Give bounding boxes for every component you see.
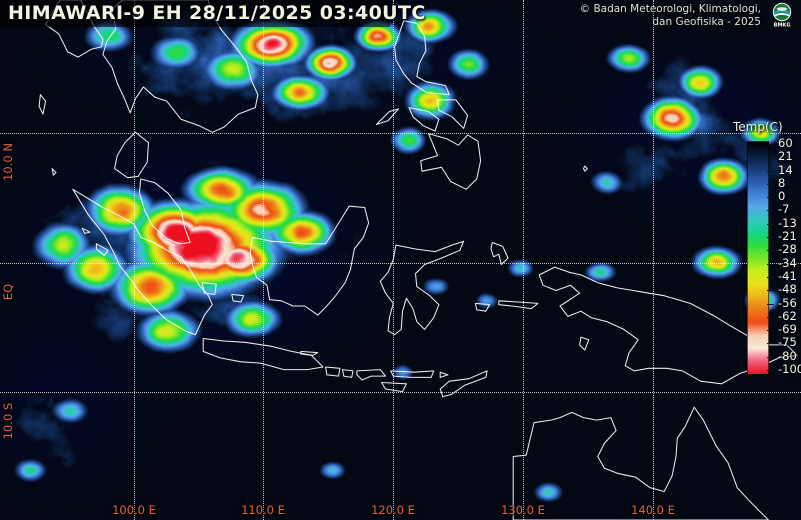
colorbar-tick (767, 250, 774, 252)
colorbar-tick (767, 183, 774, 185)
colorbar-gradient (747, 141, 769, 375)
longitude-label: 110.0 E (241, 503, 285, 517)
colorbar-tick (767, 370, 774, 371)
page-title: HIMAWARI-9 EH 28/11/2025 03:40UTC (8, 2, 426, 24)
colorbar-tick (767, 197, 774, 199)
colorbar-tick-label: -21 (778, 229, 797, 244)
colorbar-ticks (767, 141, 776, 373)
colorbar-tick-labels: 60 21 14 8 0 -7 -13 -21 -28 -34 -41 -48 -56 -62 -69 -75… (775, 136, 801, 376)
legend-title: Temp(C) (733, 120, 783, 134)
colorbar-tick-label: 21 (778, 149, 793, 164)
colorbar-tick-label: -69 (778, 322, 797, 337)
colorbar-tick-label: -48 (778, 282, 797, 297)
colorbar-tick (767, 263, 774, 265)
credit-line-1: © Badan Meteorologi, Klimatologi, (579, 3, 761, 15)
colorbar-tick (767, 330, 774, 332)
colorbar-tick-label: -41 (778, 268, 797, 283)
colorbar-tick (767, 343, 774, 345)
colorbar-tick-label: -75 (778, 335, 797, 350)
svg-text:BMKG: BMKG (773, 22, 790, 28)
colorbar-tick (767, 290, 774, 292)
title-bar: HIMAWARI-9 EH 28/11/2025 03:40UTC (0, 0, 425, 27)
longitude-label: 120.0 E (371, 503, 415, 517)
colorbar-tick (767, 144, 774, 145)
colorbar-tick-label: -80 (778, 348, 797, 363)
colorbar-tick-label: -7 (778, 202, 790, 217)
latitude-label: 10.0 S (1, 402, 15, 440)
colorbar-tick-label: -13 (778, 215, 797, 230)
latitude-label: 10.0 N (1, 143, 15, 181)
colorbar-tick (767, 276, 774, 278)
credit-line-2: dan Geofisika - 2025 (652, 15, 761, 28)
temperature-legend: Temp(C) 60 21 14 8 0 -7 -13 -21 -28 -34 -41 -48 -56-… (733, 120, 801, 382)
bmkg-logo-icon: BMKG (769, 2, 795, 28)
colorbar-tick-label: -100 (778, 362, 801, 376)
colorbar-tick-label: -56 (778, 295, 797, 310)
colorbar-tick (767, 303, 774, 305)
colorbar-tick-label: 60 (778, 136, 793, 150)
longitude-label: 100.0 E (112, 503, 156, 517)
colorbar-tick (767, 237, 774, 239)
colorbar-tick (767, 157, 774, 159)
colorbar-tick-label: -62 (778, 308, 797, 323)
copyright-credit: © Badan Meteorologi, Klimatologi, dan Ge… (580, 3, 761, 28)
colorbar-tick (767, 356, 774, 358)
colorbar-tick-label: -34 (778, 255, 797, 270)
colorbar-tick (767, 170, 774, 172)
colorbar-tick-label: -28 (778, 242, 797, 257)
colorbar-tick (767, 316, 774, 318)
longitude-label: 140.0 E (631, 503, 675, 517)
colorbar-tick-label: 14 (778, 162, 793, 177)
colorbar-tick (767, 210, 774, 212)
colorbar-tick-label: 0 (778, 189, 786, 204)
longitude-label: 130.0 E (501, 503, 545, 517)
colorbar-tick (767, 223, 774, 225)
colorbar-tick-label: 8 (778, 175, 786, 190)
latitude-label: EQ (1, 283, 15, 301)
